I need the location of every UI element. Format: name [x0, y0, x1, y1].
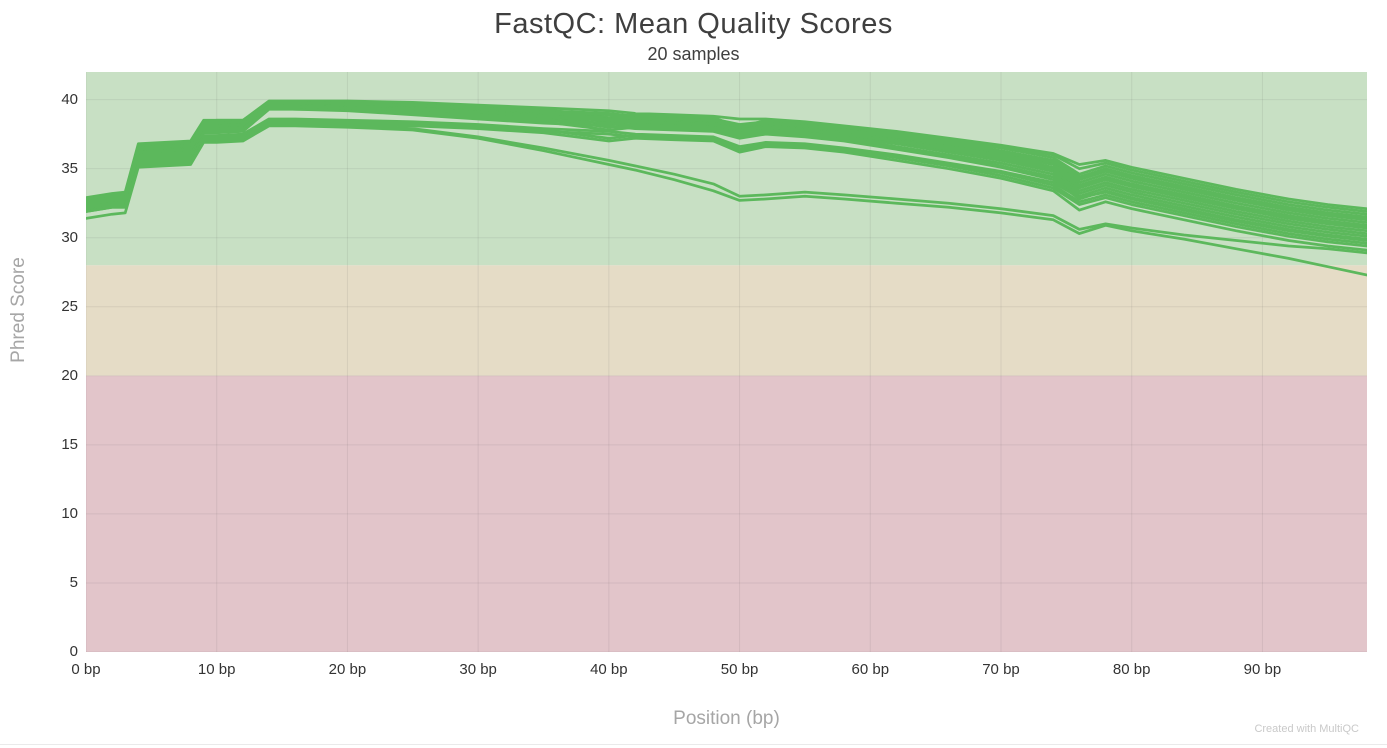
x-tick-label: 80 bp [1112, 661, 1151, 678]
plot-area[interactable] [86, 72, 1367, 652]
y-tick-label: 10 [61, 504, 78, 522]
y-tick-label: 25 [61, 297, 78, 315]
x-tick-label: 60 bp [851, 661, 890, 678]
y-tick-label: 40 [61, 90, 78, 108]
sample-line[interactable] [86, 101, 1367, 220]
y-tick-label: 20 [61, 366, 78, 384]
x-tick-label: 50 bp [720, 661, 759, 678]
y-tick-label: 15 [61, 435, 78, 453]
x-axis-ticks: 0 bp 10 bp 20 bp 30 bp 40 bp 50 bp 60 bp 70 bp 8… [71, 661, 1367, 681]
y-tick-label: 5 [69, 573, 78, 591]
sample-line[interactable] [86, 105, 1367, 229]
x-tick-label: 30 bp [459, 661, 497, 678]
x-tick-label: 70 bp [982, 661, 1020, 678]
multiqc-watermark: Created with MultiQC [1254, 723, 1359, 735]
chart-subtitle: 20 samples [647, 44, 740, 64]
x-tick-label: 10 bp [197, 661, 236, 678]
sample-line[interactable] [86, 124, 1367, 277]
x-axis-title: Position (bp) [673, 708, 780, 729]
fail-band [86, 375, 1367, 652]
x-tick-label: 20 bp [328, 661, 367, 678]
y-tick-label: 0 [69, 643, 78, 660]
x-tick-label: 0 bp [71, 661, 101, 678]
footer-divider [0, 744, 1387, 745]
y-axis-ticks: 0 5 10 15 20 25 30 35 40 [8, 72, 78, 660]
chart-title: FastQC: Mean Quality Scores [494, 8, 893, 40]
y-tick-label: 30 [61, 228, 78, 246]
x-tick-label: 90 bp [1243, 661, 1282, 678]
y-tick-label: 35 [61, 159, 78, 177]
x-tick-label: 40 bp [590, 661, 628, 678]
warn-band [86, 265, 1367, 376]
